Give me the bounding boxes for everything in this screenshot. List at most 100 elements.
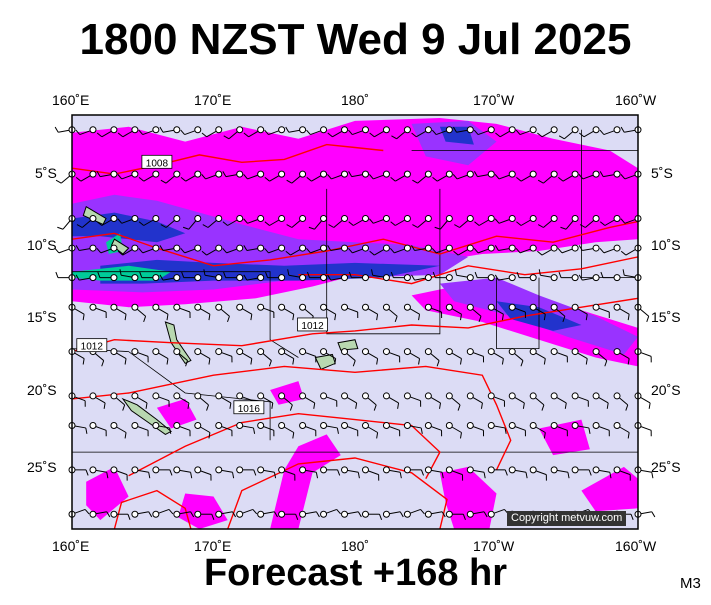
wind-barb-station xyxy=(174,511,180,517)
wind-barb-station xyxy=(321,423,327,429)
wind-barb-station xyxy=(216,304,222,310)
isobar-label-text: 1012 xyxy=(301,321,324,332)
wind-barb-station xyxy=(488,127,494,133)
wind-barb-station xyxy=(300,245,306,251)
wind-barb-station xyxy=(195,304,201,310)
isobar-label-text: 1008 xyxy=(146,158,169,169)
wind-barb-station xyxy=(153,349,159,355)
wind-barb-station xyxy=(425,393,431,399)
wind-barb-station xyxy=(614,245,620,251)
wind-barb-station xyxy=(446,304,452,310)
wind-barb-station xyxy=(90,393,96,399)
wind-barb-station xyxy=(467,216,473,222)
wind-barb-station xyxy=(551,275,557,281)
wind-barb-station xyxy=(614,393,620,399)
wind-barb-station xyxy=(404,304,410,310)
wind-barb-station xyxy=(509,349,515,355)
wind-barb-station xyxy=(383,127,389,133)
wind-barb-station xyxy=(132,275,138,281)
wind-barb-station xyxy=(300,304,306,310)
wind-barb-station xyxy=(342,393,348,399)
wind-barb-station xyxy=(488,216,494,222)
wind-barb-station xyxy=(614,304,620,310)
wind-barb-station xyxy=(111,245,117,251)
wind-barb-station xyxy=(300,127,306,133)
wind-barb-station xyxy=(593,245,599,251)
wind-barb-station xyxy=(132,304,138,310)
wind-barb-station xyxy=(216,423,222,429)
wind-barb-station xyxy=(467,349,473,355)
wind-barb-station xyxy=(90,423,96,429)
wind-barb-feather xyxy=(55,127,58,132)
wind-barb-station xyxy=(425,127,431,133)
wind-barb-station xyxy=(195,393,201,399)
wind-barb-station xyxy=(404,245,410,251)
forecast-subtitle: Forecast +168 hr xyxy=(0,548,711,598)
wind-barb-station xyxy=(279,171,285,177)
wind-barb-station xyxy=(132,245,138,251)
wind-barb-station xyxy=(111,304,117,310)
wind-barb-station xyxy=(153,171,159,177)
wind-barb-station xyxy=(300,467,306,473)
wind-barb-station xyxy=(342,349,348,355)
wind-barb-station xyxy=(488,245,494,251)
wind-barb-station xyxy=(551,423,557,429)
wind-barb-station xyxy=(237,304,243,310)
wind-barb-station xyxy=(509,171,515,177)
wind-barb-feather xyxy=(56,272,58,278)
wind-barb-station xyxy=(362,216,368,222)
wind-barb-station xyxy=(509,216,515,222)
wind-barb-station xyxy=(279,216,285,222)
wind-barb-station xyxy=(258,216,264,222)
wind-barb-station xyxy=(509,467,515,473)
wind-barb-station xyxy=(174,467,180,473)
wind-barb-station xyxy=(425,467,431,473)
wind-barb-station xyxy=(362,349,368,355)
wind-barb-station xyxy=(237,275,243,281)
wind-barb-station xyxy=(383,349,389,355)
wind-barb-station xyxy=(321,216,327,222)
wind-barb-station xyxy=(90,127,96,133)
wind-barb-station xyxy=(446,216,452,222)
wind-barb-station xyxy=(362,467,368,473)
wind-barb-station xyxy=(383,245,389,251)
wind-barb-station xyxy=(300,511,306,517)
wind-barb-feather xyxy=(652,472,653,478)
wind-barb-station xyxy=(258,423,264,429)
wind-barb-station xyxy=(342,245,348,251)
wind-barb-station xyxy=(509,393,515,399)
wind-barb-station xyxy=(300,171,306,177)
wind-barb-station xyxy=(509,304,515,310)
wind-barb-station xyxy=(572,127,578,133)
wind-barb-station xyxy=(111,393,117,399)
wind-barb-station xyxy=(279,467,285,473)
wind-barb-station xyxy=(488,171,494,177)
wind-barb-station xyxy=(614,275,620,281)
wind-barb-station xyxy=(488,511,494,517)
wind-barb-station xyxy=(237,511,243,517)
copyright-badge: Copyright metvuw.com xyxy=(507,511,626,526)
wind-barb-station xyxy=(383,304,389,310)
wind-barb-station xyxy=(572,349,578,355)
wind-barb-station xyxy=(258,275,264,281)
wind-barb-station xyxy=(216,245,222,251)
wind-barb-station xyxy=(593,423,599,429)
wind-barb-station xyxy=(404,216,410,222)
wind-barb-station xyxy=(425,349,431,355)
wind-barb-station xyxy=(383,511,389,517)
wind-barb-station xyxy=(467,511,473,517)
wind-barb-station xyxy=(572,393,578,399)
wind-barb-station xyxy=(174,127,180,133)
wind-barb-station xyxy=(237,423,243,429)
wind-barb-station xyxy=(321,304,327,310)
wind-barb-station xyxy=(300,216,306,222)
wind-barb-station xyxy=(111,127,117,133)
wind-barb-station xyxy=(425,511,431,517)
wind-barb-station xyxy=(425,245,431,251)
wind-barb-station xyxy=(572,216,578,222)
wind-barb-station xyxy=(237,349,243,355)
wind-barb-station xyxy=(614,349,620,355)
wind-barb-station xyxy=(279,275,285,281)
wind-barb-station xyxy=(216,467,222,473)
wind-barb-station xyxy=(153,216,159,222)
